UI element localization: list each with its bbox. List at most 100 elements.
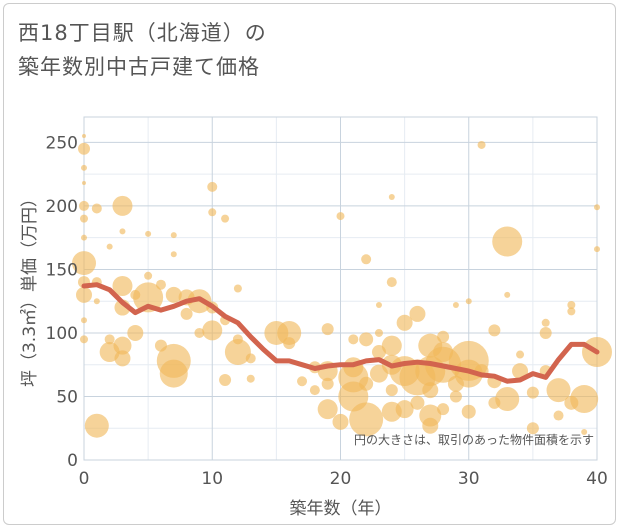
data-bubble [112,195,133,216]
x-tick-label: 10 [201,469,223,489]
data-bubble [546,378,571,403]
data-bubble [180,307,193,320]
y-tick-label: 200 [46,197,78,217]
data-bubble [396,314,413,331]
average-trend-line [81,282,600,384]
data-bubble [82,134,86,139]
data-bubble [437,330,450,343]
data-bubble [465,298,472,305]
x-tick-label: 20 [330,469,352,489]
chart-title-line-1: 西18丁目駅（北海道）の [18,21,267,45]
y-tick-label: 0 [67,451,78,471]
data-bubble [449,390,462,403]
data-bubble [219,373,232,386]
y-axis-label: 坪（3.3㎡）単価（万円） [20,190,40,387]
data-bubble [336,212,345,221]
data-bubble [422,382,439,399]
data-bubble [78,142,90,155]
data-bubble [93,298,100,305]
data-bubble [422,417,439,434]
data-bubble [79,200,89,211]
data-bubble [409,305,426,322]
data-bubble [159,359,188,388]
x-tick-labels: 0 10 20 30 40 [79,469,608,489]
data-bubble [567,301,576,310]
data-bubble [386,277,397,288]
data-bubble [374,328,383,337]
data-bubble [81,164,87,171]
data-bubble [567,307,576,316]
data-bubble [72,251,96,276]
y-tick-label: 150 [46,260,78,280]
data-bubble [224,339,251,366]
data-bubble [512,363,529,380]
data-bubble [452,302,459,309]
data-bubble [349,402,384,437]
data-bubble [539,326,552,339]
data-bubble [309,385,320,396]
data-bubble [359,376,374,391]
data-bubble [127,324,144,341]
data-bubble [233,284,242,293]
data-bubble [165,286,182,303]
data-bubble [504,291,511,298]
x-axis-label: 築年数（年） [290,499,392,519]
data-bubble [410,395,425,410]
data-bubble [495,387,520,412]
data-bubble [145,230,152,237]
data-bubble [80,335,88,344]
data-bubble [437,403,450,416]
data-bubble [106,243,113,250]
chart-title: 西18丁目駅（北海道）の 築年数別中古戸建て価格 [18,16,267,84]
data-bubble [194,327,205,338]
bubble-size-note: 円の大きさは、取引のあった物件面積を示す [354,432,594,447]
data-bubble [297,376,308,387]
data-bubble [492,226,523,257]
data-bubble [359,332,374,347]
data-bubble [553,410,564,421]
data-bubble [477,140,486,149]
data-bubble [81,317,87,324]
chart-frame [3,3,616,525]
data-bubble [594,246,600,253]
data-bubble [170,251,177,258]
data-bubble [155,279,166,290]
data-bubble [388,194,395,201]
data-bubble [581,429,588,436]
data-bubble [104,334,115,345]
data-bubble [570,385,599,414]
y-tick-label: 100 [46,324,78,344]
x-tick-label: 40 [586,469,608,489]
data-bubble [221,214,230,223]
y-tick-labels: 0 50 100 150 200 250 [46,133,78,471]
data-bubble [133,282,164,313]
data-bubble [385,384,398,397]
chart-title-line-2: 築年数別中古戸建て価格 [18,55,260,79]
data-bubble [112,275,133,296]
data-bubble [526,422,539,435]
data-bubble [144,271,153,280]
data-bubble [76,286,92,303]
data-bubble [114,350,131,367]
trend-line-layer [81,282,600,384]
data-bubble [170,232,177,239]
data-bubble [594,204,600,211]
data-bubble [375,302,382,309]
data-bubble [541,318,550,327]
data-bubble [80,214,88,223]
data-bubble [84,413,109,438]
data-bubble [321,377,334,390]
data-bubble [208,208,217,217]
data-bubble [361,254,372,265]
data-bubble [283,337,296,350]
data-bubble [488,324,501,337]
data-bubble [119,228,126,235]
data-bubble [332,413,349,430]
data-bubble [113,336,132,355]
bubble-layer [72,134,612,438]
x-tick-label: 0 [79,469,90,489]
y-tick-label: 250 [46,133,78,153]
data-bubble [91,203,102,214]
data-bubble [516,350,525,359]
